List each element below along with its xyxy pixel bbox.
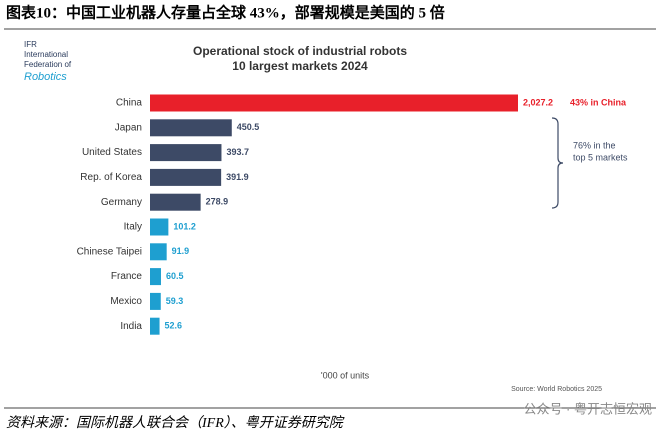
annotation: 76% in the [573,140,616,150]
value-label: 278.9 [206,197,229,207]
category-label: Germany [101,197,142,208]
category-label: Rep. of Korea [80,172,142,183]
annotation: 43% in China [570,97,627,107]
chart-subtitle: 10 largest markets 2024 [232,59,368,73]
category-label: Mexico [110,296,142,307]
logo-line: Federation of [24,60,72,69]
category-label: Japan [115,122,142,133]
value-label: 60.5 [166,271,184,281]
chart-panel [10,33,650,403]
bar [150,317,160,335]
value-label: 450.5 [237,122,260,132]
bar [150,292,161,310]
bar [150,94,518,112]
category-label: Chinese Taipei [77,246,142,257]
value-label: 101.2 [173,221,196,231]
bar [150,243,167,261]
x-axis-label: '000 of units [321,370,370,380]
value-label: 393.7 [226,147,249,157]
value-label: 59.3 [166,296,184,306]
value-label: 91.9 [172,246,190,256]
category-label: France [111,271,143,282]
value-label: 2,027.2 [523,97,553,107]
bars: China 2,027.2 Japan 450.5 United States 393.7… [77,94,553,335]
category-label: United States [82,147,142,158]
annotation: top 5 markets [573,152,628,162]
chart-title: Operational stock of industrial robots [193,44,407,58]
value-label: 391.9 [226,172,249,182]
bar [150,268,161,286]
bar [150,168,222,186]
category-label: India [120,321,142,332]
logo-line: International [24,50,68,59]
bar [150,144,222,162]
bar [150,218,169,236]
footer-source: 资料来源：国际机器人联合会（IFR）、粤开证券研究院 [6,415,345,431]
figure-caption: 图表10：中国工业机器人存量占全球 43%，部署规模是美国的 5 倍 [6,3,445,21]
value-label: 52.6 [165,321,183,331]
logo-line: IFR [24,40,37,49]
category-label: China [116,98,143,109]
bracket [551,117,564,209]
source-note: Source: World Robotics 2025 [511,386,602,393]
category-label: Italy [124,222,142,233]
watermark: 公众号 · 粤开志恒宏观 [523,401,652,416]
logo-line: Robotics [24,71,67,83]
bar [150,193,201,211]
bar [150,119,232,137]
